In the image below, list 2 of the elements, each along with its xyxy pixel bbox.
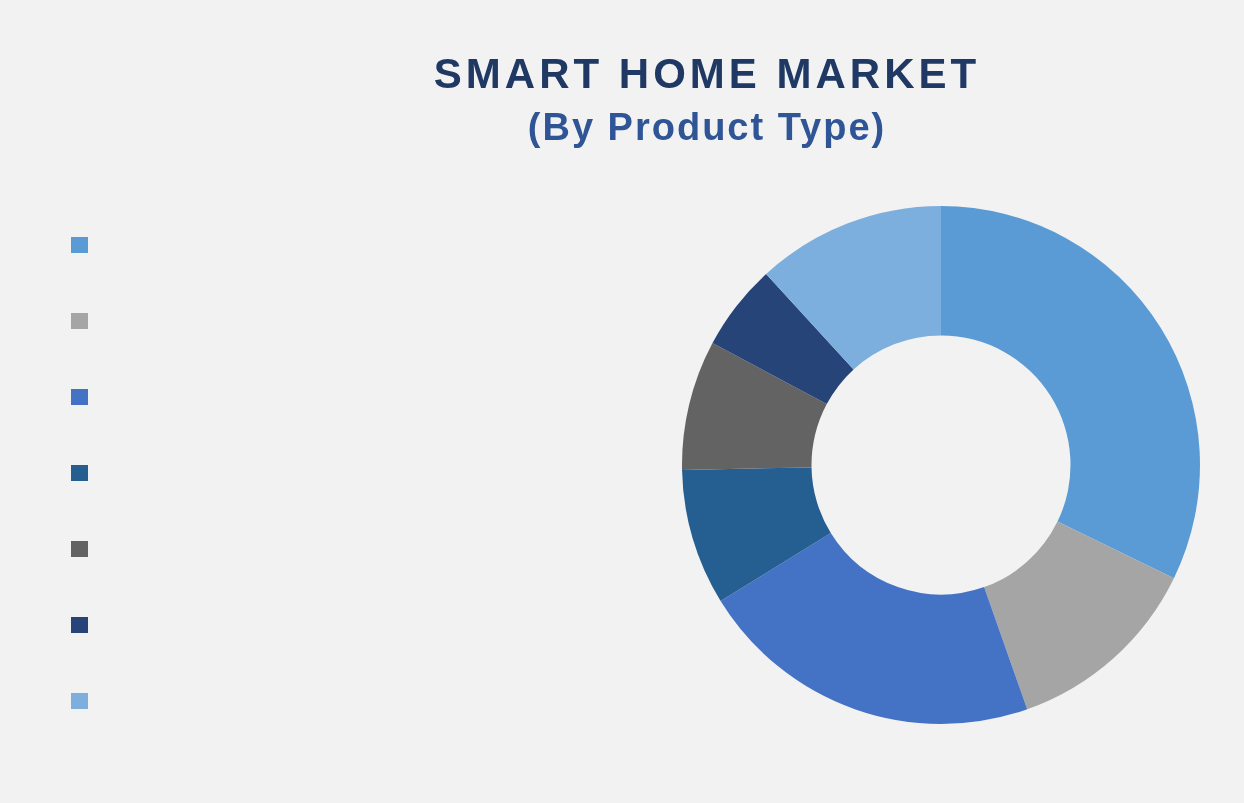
chart-subtitle: (By Product Type) [527, 106, 887, 149]
chart-title: SMART HOME MARKET [433, 50, 981, 98]
